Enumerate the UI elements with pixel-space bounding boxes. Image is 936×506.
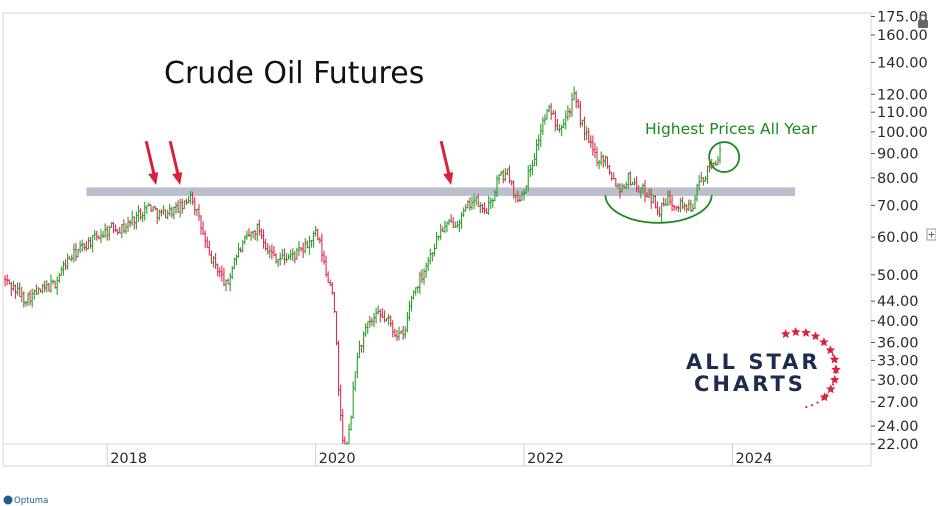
y-tick-label: 30.00 xyxy=(877,373,919,389)
logo-star xyxy=(801,327,811,337)
candles xyxy=(3,86,722,445)
x-axis: 2018 2020 2022 2024 xyxy=(106,444,773,467)
logo-dot xyxy=(834,365,837,368)
logo-dot xyxy=(834,371,838,374)
logo-star xyxy=(825,345,836,355)
y-tick-label: 44.00 xyxy=(877,294,919,310)
x-tick-label: 2020 xyxy=(319,451,356,467)
logo-dot xyxy=(821,397,824,401)
x-tick-label: 2022 xyxy=(527,451,564,467)
red-arrow xyxy=(168,140,181,178)
logo-star xyxy=(780,329,791,339)
y-tick-label: 50.00 xyxy=(877,268,919,284)
logo-dot xyxy=(825,393,828,396)
y-tick-label: 110.00 xyxy=(877,105,928,121)
annotations: Highest Prices All Year xyxy=(144,120,818,224)
logo-line1: ALL STAR xyxy=(686,350,821,374)
y-tick-label: 70.00 xyxy=(877,198,919,214)
logo-star xyxy=(810,331,821,341)
highest-prices-note: Highest Prices All Year xyxy=(645,120,818,138)
red-arrow-head xyxy=(443,172,454,186)
logo-star xyxy=(791,327,801,337)
optuma-logo: Optuma xyxy=(3,495,48,506)
logo-star xyxy=(831,364,841,374)
logo-dot xyxy=(832,383,835,386)
logo-star xyxy=(826,384,836,394)
y-tick-label: 140.00 xyxy=(877,56,928,72)
vendor-label: Optuma xyxy=(14,496,48,506)
all-star-charts-logo: ALL STAR CHARTS xyxy=(686,327,841,409)
red-arrow-head xyxy=(148,172,159,186)
lock-icon[interactable] xyxy=(918,14,928,28)
logo-dot xyxy=(805,405,808,409)
chart-title: Crude Oil Futures xyxy=(164,56,424,91)
y-tick-label: 175.00 xyxy=(877,10,928,26)
logo-dot xyxy=(833,359,836,362)
y-tick-label: 160.00 xyxy=(877,28,928,44)
logo-star xyxy=(829,354,840,364)
base-arc xyxy=(604,195,713,224)
y-tick-label: 100.00 xyxy=(877,125,928,141)
optuma-icon xyxy=(3,495,13,505)
y-tick-label: 60.00 xyxy=(877,230,919,246)
logo-dot xyxy=(831,353,834,356)
logo-stars xyxy=(780,327,841,409)
y-tick-label: 27.00 xyxy=(877,395,919,411)
logo-dot xyxy=(833,377,837,380)
logo-dot xyxy=(829,388,832,391)
y-tick-label: 90.00 xyxy=(877,147,919,163)
red-arrow xyxy=(439,140,452,178)
x-tick-label: 2018 xyxy=(110,451,147,467)
y-tick-label: 80.00 xyxy=(877,171,919,187)
x-tick-label: 2024 xyxy=(736,451,773,467)
logo-dot xyxy=(811,404,814,407)
y-tick-label: 120.00 xyxy=(877,87,928,103)
resistance-band xyxy=(86,187,796,196)
y-tick-label: 22.00 xyxy=(877,437,919,453)
logo-line2: CHARTS xyxy=(694,372,806,396)
y-tick-label: 24.00 xyxy=(877,419,919,435)
logo-star xyxy=(819,337,829,347)
logo-dot xyxy=(816,401,819,404)
y-tick-label: 36.00 xyxy=(877,335,919,351)
y-axis: 175.00 160.00 140.00 120.00 110.00 100.00 90.0… xyxy=(871,10,928,453)
red-arrow xyxy=(144,140,157,178)
y-tick-label: 33.00 xyxy=(877,353,919,369)
add-button-icon[interactable] xyxy=(926,228,936,241)
resistance-band-layer xyxy=(86,187,796,196)
highlight-circle xyxy=(708,141,741,173)
y-tick-label: 40.00 xyxy=(877,314,919,330)
red-arrow-head xyxy=(172,172,183,186)
